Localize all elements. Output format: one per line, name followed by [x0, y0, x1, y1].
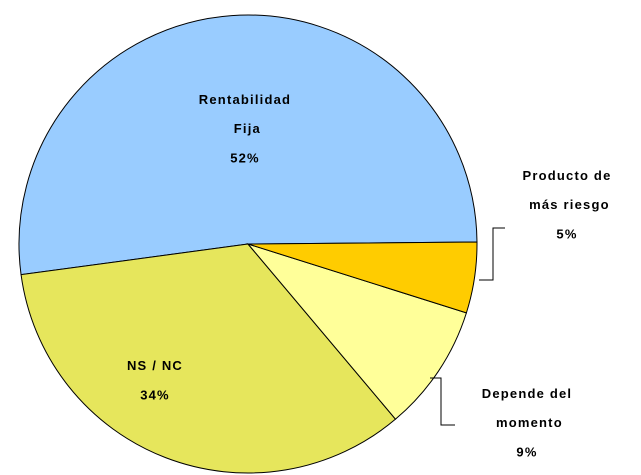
value-label: 5%	[556, 226, 577, 241]
value-label: 9%	[516, 444, 537, 459]
slice-label: Producto de más riesgo	[522, 168, 611, 212]
slice-label: Depende del momento	[482, 386, 573, 430]
pie	[18, 14, 478, 474]
pie-slice	[246, 243, 468, 420]
pie-slice	[247, 241, 478, 314]
leader-line	[479, 227, 505, 281]
leader-line	[430, 377, 455, 426]
pie-slice	[18, 14, 478, 276]
value-label: 34%	[140, 387, 170, 402]
slice-label: Rentabilidad Fija	[199, 92, 291, 136]
pie-slice	[20, 243, 397, 474]
slice-label: NS / NC	[127, 358, 183, 373]
value-label: 52%	[230, 150, 260, 165]
